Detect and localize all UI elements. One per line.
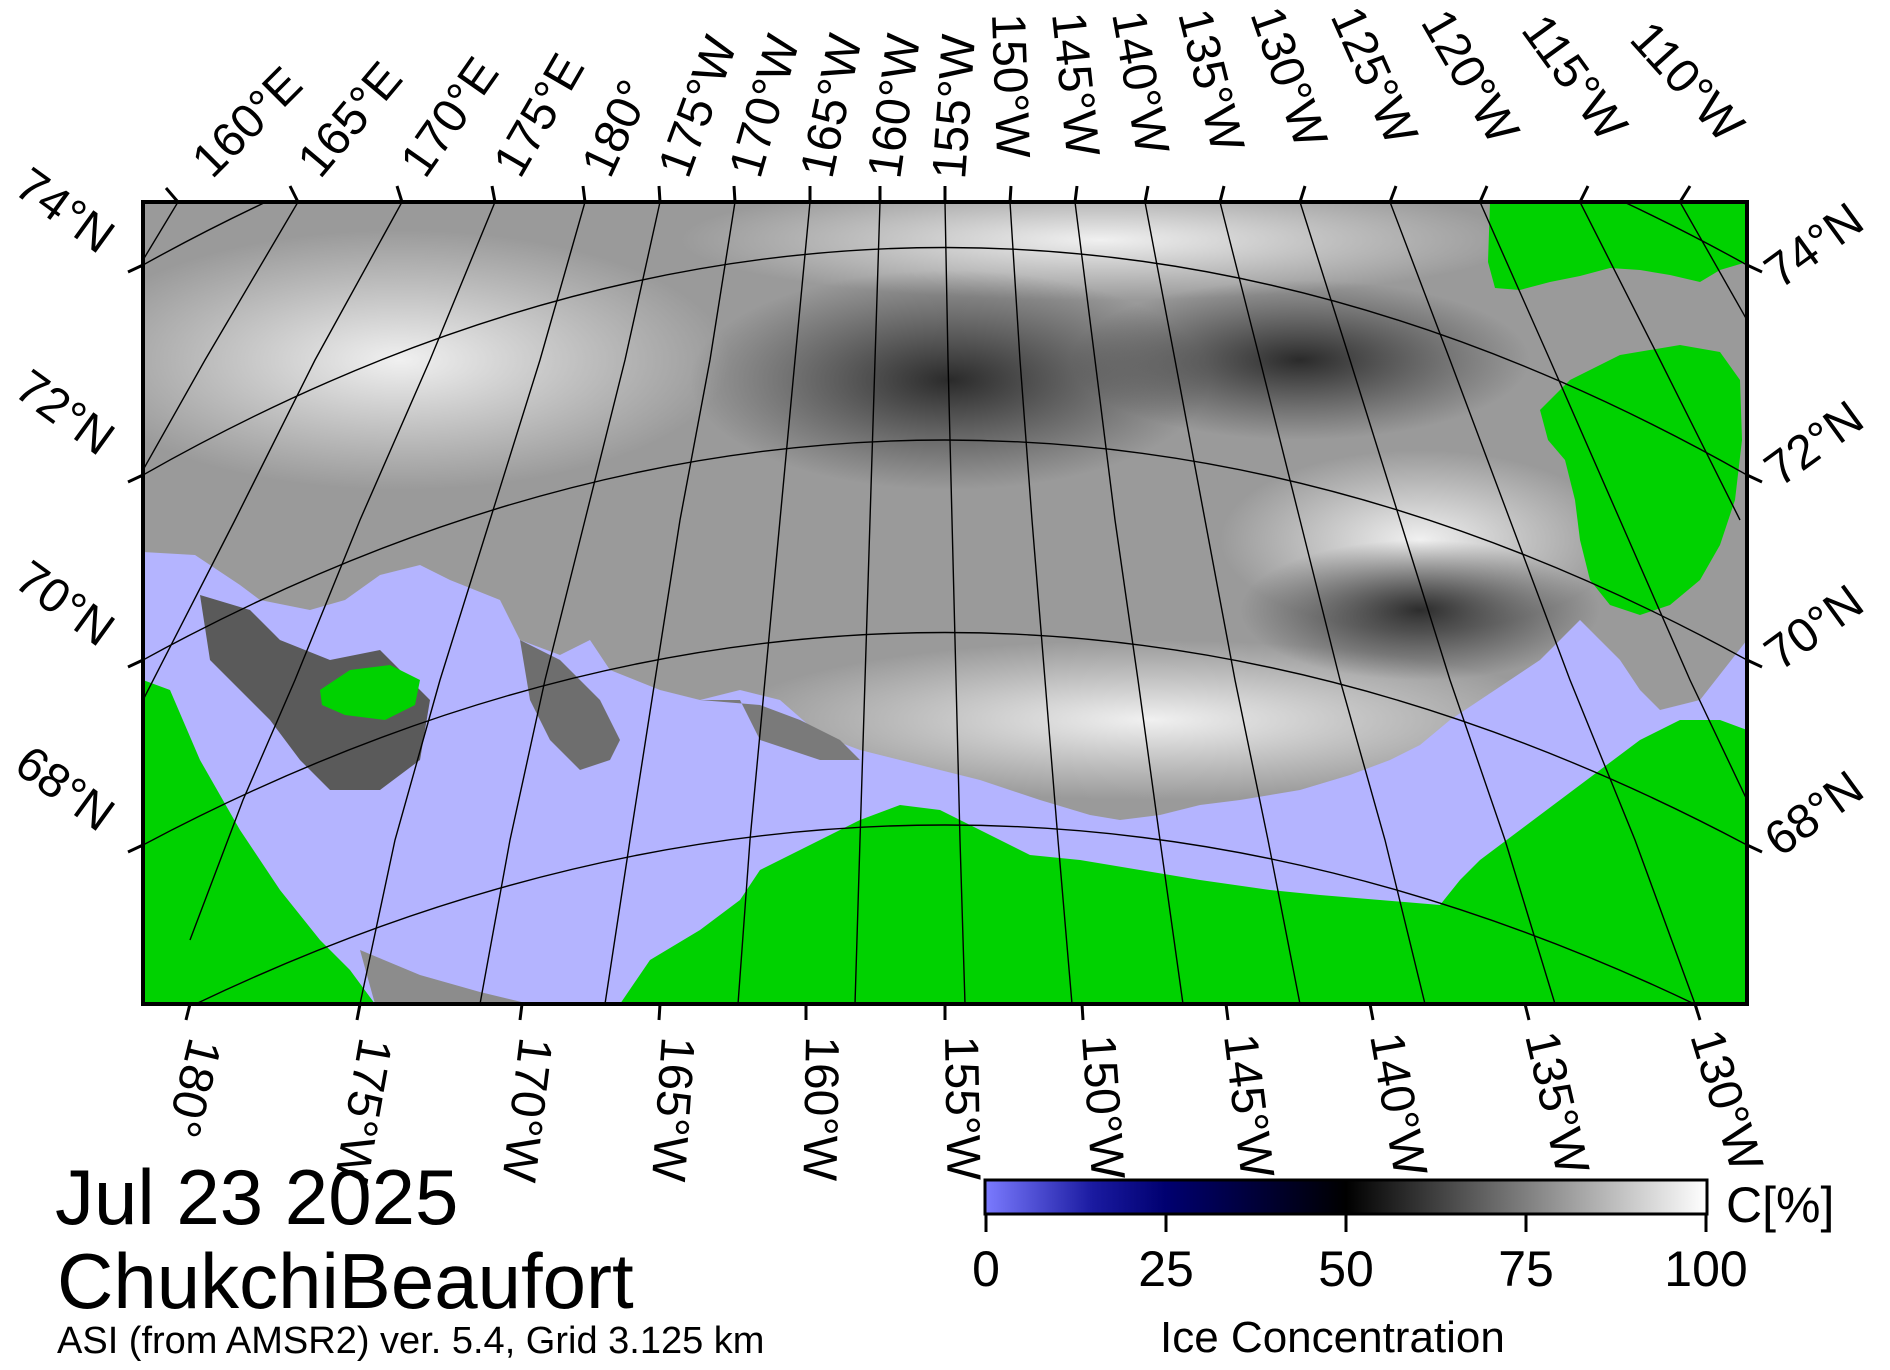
top-lon-label: 125°W — [1320, 0, 1428, 153]
land-banks-island — [1540, 345, 1742, 615]
colorbar-ticks — [984, 1214, 1708, 1232]
frame-ticks — [127, 185, 1763, 1021]
no-data-southwest — [360, 950, 530, 1004]
region-label: ChukchiBeaufort — [57, 1237, 634, 1325]
colorbar-unit: C[%] — [1726, 1177, 1835, 1233]
right-lat-label: 74°N — [1755, 193, 1873, 299]
ice-edge-central — [700, 700, 860, 760]
bottom-lon-label: 135°W — [1514, 1027, 1598, 1180]
top-longitude-labels: 160°E 165°E 170°E 175°E 180° 175°W 170°W… — [182, 0, 1754, 188]
source-label: ASI (from AMSR2) ver. 5.4, Grid 3.125 km — [57, 1320, 765, 1362]
top-lon-label: 110°W — [1620, 12, 1754, 153]
bottom-lon-label: 170°W — [491, 1035, 561, 1186]
land-alaska — [620, 720, 1747, 1004]
land-wrangel-island — [320, 665, 420, 720]
top-lon-label: 170°E — [391, 48, 510, 186]
ice-dark-northeast — [1070, 280, 1530, 440]
bottom-lon-label: 160°W — [792, 1036, 848, 1182]
left-lat-label: 72°N — [6, 360, 124, 466]
bottom-lon-label: 130°W — [1679, 1024, 1772, 1178]
colorbar-tick-label: 75 — [1498, 1241, 1554, 1297]
bottom-lon-label: 180° — [155, 1033, 230, 1142]
bottom-lon-label: 140°W — [1359, 1029, 1436, 1181]
top-lon-label: 140°W — [1101, 7, 1178, 159]
ice-dark-east — [1240, 540, 1600, 680]
bottom-lon-label: 165°W — [641, 1035, 704, 1184]
left-lat-label: 74°N — [6, 158, 124, 264]
top-lon-label: 150°W — [981, 13, 1039, 160]
ice-light-band-west — [143, 230, 730, 490]
top-lon-label: 135°W — [1167, 4, 1254, 158]
colorbar-tick-label: 50 — [1318, 1241, 1374, 1297]
colorbar-tick-label: 0 — [972, 1241, 1000, 1297]
land-arctic-islands — [1488, 202, 1747, 290]
right-lat-label: 70°N — [1755, 575, 1873, 681]
date-label: Jul 23 2025 — [55, 1153, 459, 1241]
top-lon-label: 115°W — [1511, 5, 1637, 151]
ice-dark-center — [690, 270, 1210, 490]
right-lat-label: 72°N — [1755, 391, 1873, 497]
colorbar — [983, 1178, 1709, 1216]
bottom-lon-label: 155°W — [934, 1035, 990, 1181]
colorbar-tick-label: 100 — [1664, 1241, 1748, 1297]
colorbar-title: Ice Concentration — [1160, 1313, 1505, 1362]
top-lon-label: 180° — [572, 72, 662, 184]
bottom-lon-label: 150°W — [1071, 1033, 1134, 1182]
top-lon-label: 155°W — [923, 32, 986, 181]
top-lon-label: 145°W — [1041, 10, 1109, 160]
graticule-meridians — [143, 202, 1747, 1004]
top-lon-label: 120°W — [1410, 1, 1529, 153]
left-latitude-labels: 74°N 72°N 70°N 68°N — [6, 158, 124, 842]
ice-light-band-south — [730, 640, 1570, 800]
map-panel — [143, 202, 1747, 1004]
top-lon-label: 160°E — [182, 57, 312, 187]
top-lon-label: 165°E — [288, 52, 413, 187]
right-latitude-labels: 74°N 72°N 70°N 68°N — [1755, 193, 1873, 867]
right-lat-label: 68°N — [1755, 761, 1873, 867]
land-chukotka — [143, 680, 375, 1004]
left-lat-label: 68°N — [6, 736, 124, 842]
left-lat-label: 70°N — [6, 551, 124, 657]
graticule-parallels — [143, 202, 1747, 1004]
colorbar-tick-label: 25 — [1138, 1241, 1194, 1297]
bottom-lon-label: 145°W — [1213, 1031, 1283, 1182]
ice-edge-mid — [520, 640, 620, 770]
